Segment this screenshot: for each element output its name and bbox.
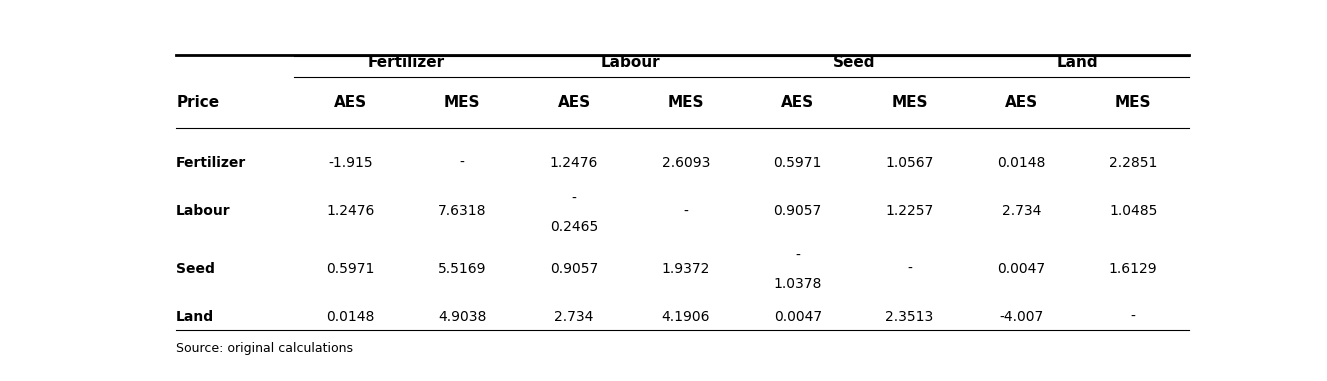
Text: 1.0378: 1.0378	[774, 277, 821, 291]
Text: 2.2851: 2.2851	[1109, 156, 1157, 170]
Text: 0.0047: 0.0047	[998, 262, 1046, 276]
Text: Fertilizer: Fertilizer	[176, 156, 247, 170]
Text: 0.5971: 0.5971	[326, 262, 374, 276]
Text: 0.2465: 0.2465	[549, 220, 598, 234]
Text: -: -	[572, 192, 576, 206]
Text: -1.915: -1.915	[328, 156, 373, 170]
Text: -: -	[1131, 310, 1136, 324]
Text: AES: AES	[782, 95, 815, 110]
Text: 1.2476: 1.2476	[549, 156, 598, 170]
Text: 1.0567: 1.0567	[885, 156, 934, 170]
Text: Fertilizer: Fertilizer	[368, 55, 445, 70]
Text: Land: Land	[176, 310, 214, 324]
Text: 2.6093: 2.6093	[662, 156, 710, 170]
Text: 0.0047: 0.0047	[774, 310, 821, 324]
Text: 1.6129: 1.6129	[1109, 262, 1157, 276]
Text: 1.9372: 1.9372	[662, 262, 710, 276]
Text: 0.0148: 0.0148	[997, 156, 1046, 170]
Text: -: -	[459, 156, 464, 170]
Text: -: -	[908, 262, 912, 276]
Text: 5.5169: 5.5169	[438, 262, 487, 276]
Text: 2.734: 2.734	[1002, 205, 1042, 218]
Text: 1.2476: 1.2476	[326, 205, 374, 218]
Text: Labour: Labour	[176, 205, 231, 218]
Text: 0.9057: 0.9057	[774, 205, 821, 218]
Text: AES: AES	[334, 95, 366, 110]
Text: Labour: Labour	[600, 55, 660, 70]
Text: Source: original calculations: Source: original calculations	[176, 342, 353, 355]
Text: -: -	[683, 205, 689, 218]
Text: 0.0148: 0.0148	[326, 310, 374, 324]
Text: Price: Price	[176, 95, 219, 110]
Text: 0.9057: 0.9057	[549, 262, 598, 276]
Text: MES: MES	[445, 95, 480, 110]
Text: Land: Land	[1056, 55, 1099, 70]
Text: 0.5971: 0.5971	[774, 156, 821, 170]
Text: MES: MES	[1115, 95, 1152, 110]
Text: -: -	[795, 249, 800, 263]
Text: AES: AES	[557, 95, 591, 110]
Text: MES: MES	[892, 95, 928, 110]
Text: -4.007: -4.007	[999, 310, 1043, 324]
Text: 7.6318: 7.6318	[438, 205, 487, 218]
Text: 2.3513: 2.3513	[885, 310, 934, 324]
Text: Seed: Seed	[832, 55, 874, 70]
Text: AES: AES	[1005, 95, 1038, 110]
Text: MES: MES	[667, 95, 705, 110]
Text: Seed: Seed	[176, 262, 215, 276]
Text: 4.9038: 4.9038	[438, 310, 487, 324]
Text: 2.734: 2.734	[555, 310, 593, 324]
Text: 4.1906: 4.1906	[662, 310, 710, 324]
Text: 1.0485: 1.0485	[1109, 205, 1157, 218]
Text: 1.2257: 1.2257	[885, 205, 934, 218]
